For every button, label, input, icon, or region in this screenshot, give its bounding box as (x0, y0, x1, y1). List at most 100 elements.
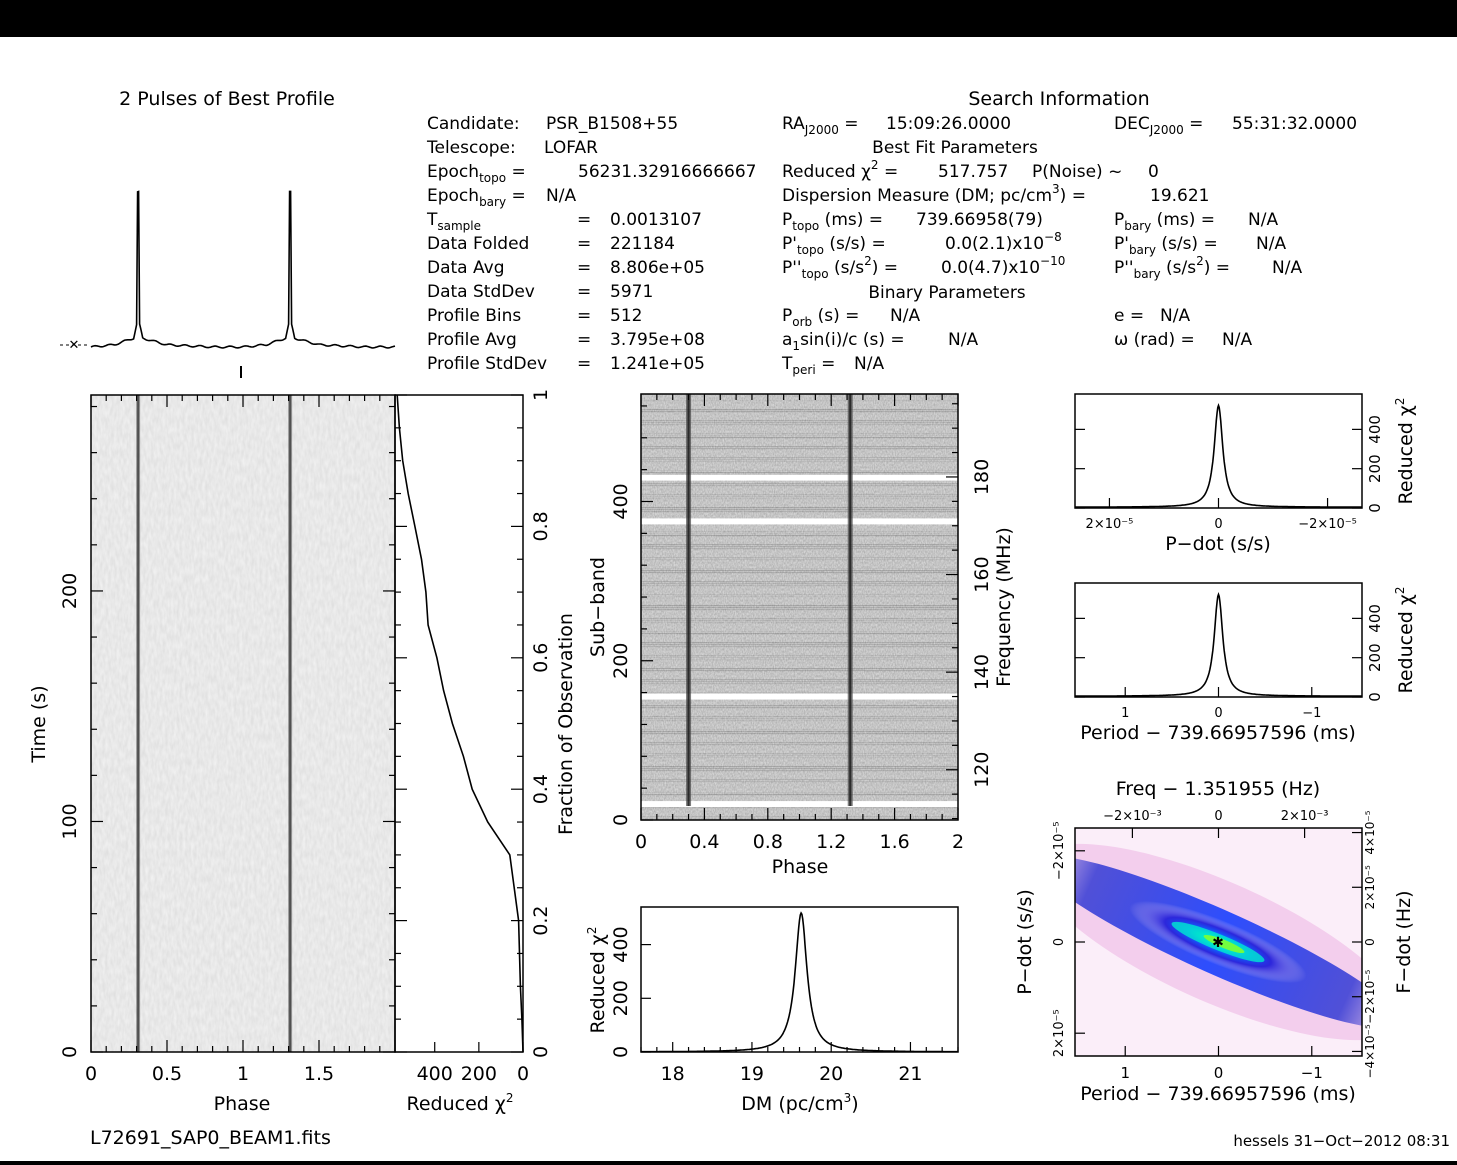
subband-stripe (641, 670, 958, 672)
profile-title: 2 Pulses of Best Profile (119, 88, 335, 110)
period-ylabel: Reduced χ2 (1393, 587, 1417, 694)
svg-text:=: = (577, 306, 591, 326)
best-fit-marker: ✱ (1212, 935, 1224, 951)
subband-xtick-label: 0 (635, 831, 647, 853)
period-xtick-label: 1 (1121, 706, 1129, 721)
chi2-time-ticks: 400 200 00 0.2 0.4 0.6 0.8 1 (395, 389, 552, 1085)
subband-stripe (641, 457, 958, 459)
subband-stripe (641, 707, 958, 709)
subband-pulse-core (687, 394, 690, 806)
profile-avg-value: 3.795e+08 (610, 330, 705, 350)
subband-xtick-label: 1.6 (879, 831, 909, 853)
subband-stripe (641, 607, 958, 609)
profile-stddev-value: 1.241e+05 (610, 354, 705, 374)
candidate-label: Candidate: (427, 114, 520, 134)
reduced-chi2-value: 517.757 (938, 162, 1008, 182)
subband-stripe (641, 420, 958, 422)
subband-stripe (641, 779, 958, 781)
subband-stripe (641, 498, 958, 500)
subband-stripe (641, 568, 958, 570)
subband-stripe (641, 792, 958, 794)
subband-stripe (641, 470, 958, 472)
subband-stripe (641, 400, 958, 402)
time-phase-xtick-label: 0.5 (152, 1063, 182, 1085)
pdot-ytick-label: 200 (1366, 454, 1384, 483)
period-ytick-label: 0 (1366, 692, 1384, 702)
ra-value: 15:09:26.0000 (886, 114, 1011, 134)
subband-stripe (641, 409, 958, 411)
profile-panel: ✕ (60, 190, 396, 378)
chi2-time-panel: 400 200 00 0.2 0.4 0.6 0.8 1 Reduced χ2 Fractio… (394, 389, 577, 1115)
subband-stripe (641, 483, 958, 485)
search-info-title: Search Information (968, 88, 1149, 110)
subband-xlabel: Phase (772, 856, 829, 878)
period-ticks: 1 0 −1 0 200 400 (1075, 604, 1384, 721)
t-peri-value: N/A (854, 354, 884, 374)
epoch-bary-label: Epochbary = (427, 186, 526, 209)
tsample-value: 0.0013107 (610, 210, 702, 230)
dm-xtick-label: 20 (819, 1063, 843, 1085)
subband-stripe (641, 731, 958, 733)
subband-stripe (641, 657, 958, 659)
pdot-xtick-label: 2×10⁻⁵ (1086, 517, 1134, 532)
zapped-subband (641, 518, 958, 525)
subband-stripe (641, 705, 958, 707)
svg-text:=: = (577, 354, 591, 374)
pdot-curve (1075, 402, 1362, 508)
data-stddev-label: Data StdDev (427, 282, 535, 302)
chi2-time-ytick-label: 0.8 (530, 511, 552, 541)
subband-stripe (641, 642, 958, 644)
period-xtick-label: −1 (1302, 706, 1321, 721)
svg-text:=: = (577, 330, 591, 350)
subband-stripe (641, 474, 958, 476)
subband-stripe (641, 533, 958, 535)
pd-topo-value: 0.0(2.1)x10−8 (945, 230, 1062, 254)
subband-stripe (641, 570, 958, 572)
footer-timestamp: hessels 31−Oct−2012 08:31 (1233, 1132, 1450, 1150)
subband-phase-ticks: 0 0.4 0.8 1.2 1.6 2 0 200 400 120 140 160 180 (610, 394, 993, 853)
subband-stripe (641, 720, 958, 722)
p-topo-value: 739.66958(79) (916, 210, 1043, 230)
p-pdot-ylabel: P−dot (s/s) (1014, 889, 1036, 995)
svg-text:=: = (577, 282, 591, 302)
subband-stripe (641, 446, 958, 448)
period-xlabel: Period − 739.66957596 (ms) (1080, 722, 1356, 744)
dec-value: 55:31:32.0000 (1232, 114, 1357, 134)
p-bary-value: N/A (1248, 210, 1278, 230)
subband-stripe (641, 511, 958, 513)
subband-stripe (641, 733, 958, 735)
dm-xtick-label: 18 (661, 1063, 685, 1085)
subband-ytick-label: 200 (610, 643, 632, 679)
subband-stripe (641, 768, 958, 770)
subband-stripe (641, 437, 958, 439)
freq-xtick-label: 2×10⁻³ (1281, 809, 1329, 824)
subband-ytick-label: 0 (610, 814, 632, 826)
p-pdot-panel: ✱ 1 0 −1 −2×10⁻³ 0 2×10⁻³ −2×10⁻⁵ 0 2×10⁻⁵ 4×10⁻⁵… (1014, 778, 1415, 1105)
ra-label: RAJ2000 = (782, 114, 859, 137)
subband-xtick-label: 0.4 (689, 831, 719, 853)
pdd-topo-label: P''topo (s/s2) = (782, 254, 898, 281)
subband-stripe (641, 559, 958, 561)
data-avg-label: Data Avg (427, 258, 504, 278)
subband-pulses (686, 394, 853, 806)
subband-stripe (641, 546, 958, 548)
subband-stripe (641, 781, 958, 783)
pdot-xtick-label: −2×10⁻⁵ (1298, 517, 1357, 532)
dm-ylabel: Reduced χ2 (585, 927, 609, 1034)
pdot-xtick-label: 0 (1214, 517, 1222, 532)
fdot-y2label: F−dot (Hz) (1393, 890, 1415, 993)
profile-curve (90, 190, 396, 349)
chi2-time-xtick-label: 400 (417, 1063, 453, 1085)
dm-curve (641, 911, 958, 1053)
time-phase-pulse-core (137, 395, 140, 1052)
chi2-time-xtick-label: 200 (461, 1063, 497, 1085)
search-info: RAJ2000 = 15:09:26.0000 DECJ2000 = 55:31… (781, 114, 1357, 377)
subband-stripe (641, 581, 958, 583)
frequency-ytick-label: 140 (971, 654, 993, 690)
subband-stripe (641, 535, 958, 537)
svg-text:=: = (577, 234, 591, 254)
p-pdot-xtick-label: 0 (1214, 1064, 1224, 1082)
svg-text:=: = (577, 210, 591, 230)
freq-x2label: Freq − 1.351955 (Hz) (1116, 778, 1320, 800)
